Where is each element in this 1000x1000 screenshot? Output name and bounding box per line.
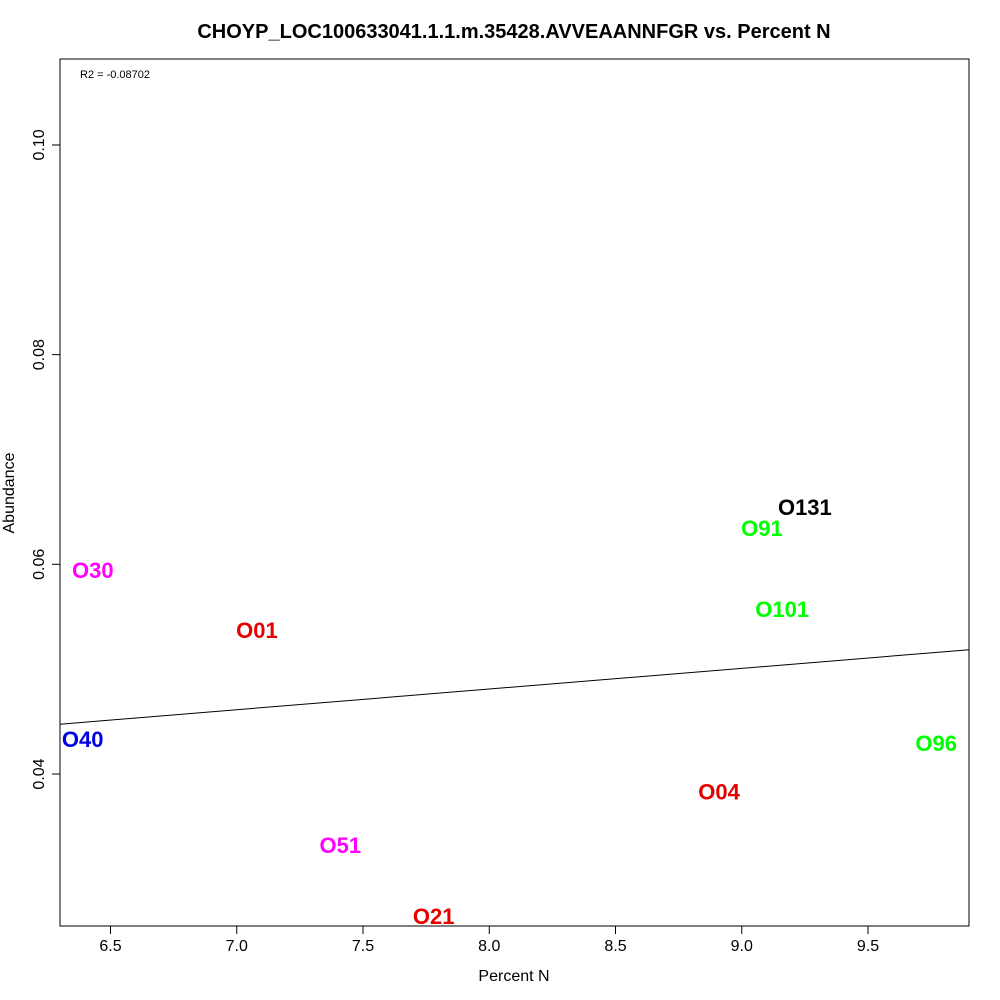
x-tick-label: 9.5 [857, 938, 879, 955]
y-tick-label: 0.06 [31, 549, 48, 580]
point-label: O51 [319, 833, 361, 858]
plot-frame [59, 58, 970, 927]
x-tick-label: 9.0 [731, 938, 753, 955]
y-axis-label: Abundance [1, 452, 18, 533]
y-tick-label: 0.04 [31, 758, 48, 789]
y-tick-label: 0.08 [31, 339, 48, 370]
point-label: O91 [741, 516, 783, 541]
point-label: O40 [62, 727, 104, 752]
r2-annotation: R2 = -0.08702 [80, 69, 150, 81]
point-label: O21 [413, 904, 455, 929]
regression-line [59, 649, 970, 725]
point-label: O131 [778, 495, 832, 520]
point-label: O101 [755, 597, 809, 622]
point-label: O01 [236, 618, 278, 643]
x-tick-label: 7.0 [226, 938, 248, 955]
chart-title: CHOYP_LOC100633041.1.1.m.35428.AVVEAANNF… [197, 21, 830, 43]
x-axis-label: Percent N [478, 968, 549, 985]
y-tick-label: 0.10 [31, 129, 48, 160]
fit-line-layer [59, 649, 970, 725]
point-label: O96 [915, 731, 957, 756]
x-tick-label: 8.5 [604, 938, 626, 955]
x-tick-label: 7.5 [352, 938, 374, 955]
point-label: O04 [698, 779, 740, 804]
y-axis: 0.04 0.06 0.08 0.10 [31, 129, 61, 790]
x-axis: 6.5 7.0 7.5 8.0 8.5 9.0 9.5 [99, 925, 879, 955]
point-label: O30 [72, 558, 114, 583]
x-tick-label: 8.0 [478, 938, 500, 955]
x-tick-label: 6.5 [99, 938, 121, 955]
